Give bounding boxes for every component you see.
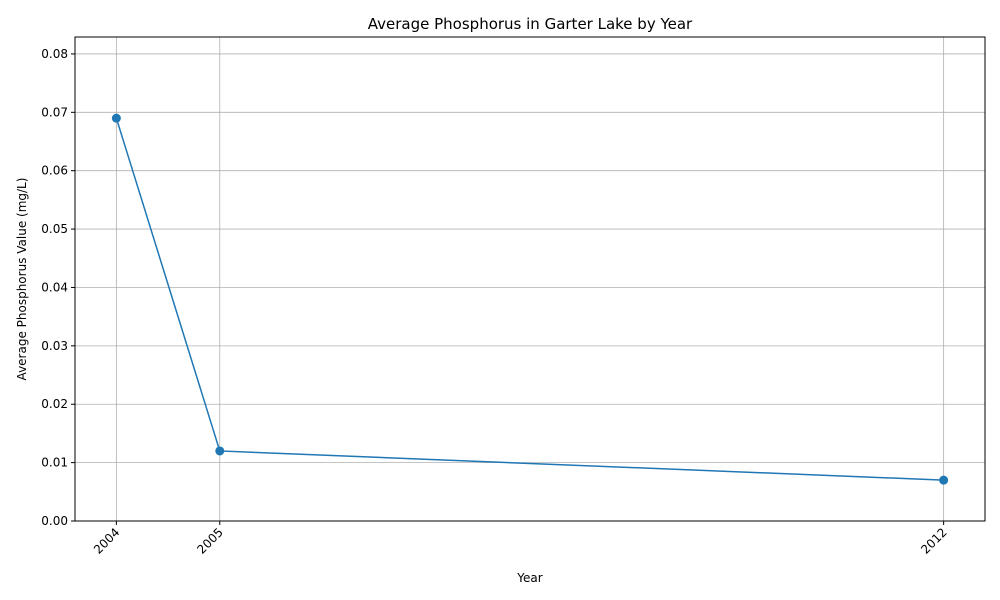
y-tick-label: 0.00: [41, 514, 68, 528]
data-point: [111, 113, 121, 123]
grid-lines: [75, 37, 985, 522]
x-axis-label: Year: [516, 571, 542, 585]
data-series: [111, 113, 949, 485]
y-axis-label: Average Phosphorus Value (mg/L): [15, 178, 29, 381]
y-tick-label: 0.08: [41, 47, 68, 61]
y-tick-label: 0.03: [41, 339, 68, 353]
y-tick-label: 0.05: [41, 222, 68, 236]
data-point: [939, 475, 949, 485]
y-tick-label: 0.07: [41, 105, 68, 119]
data-point: [215, 446, 225, 456]
y-axis-ticks: 0.00 0.01 0.02 0.03 0.04 0.05 0.06 0.07 0.08: [41, 47, 75, 528]
plot-area-frame: [74, 36, 986, 522]
chart-title: Average Phosphorus in Garter Lake by Yea…: [368, 15, 693, 33]
y-tick-label: 0.01: [41, 456, 68, 470]
y-tick-label: 0.02: [41, 397, 68, 411]
y-tick-label: 0.04: [41, 280, 68, 294]
y-tick-label: 0.06: [41, 164, 68, 178]
